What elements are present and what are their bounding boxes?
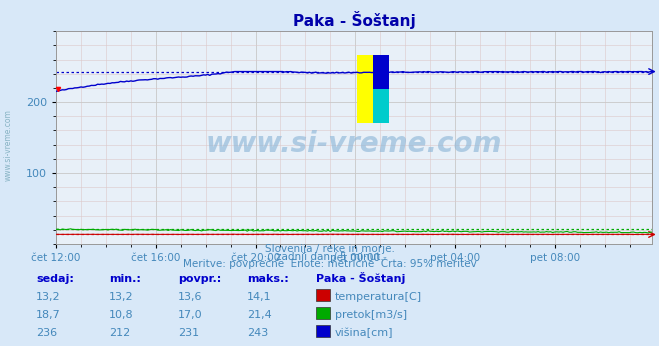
Text: povpr.:: povpr.: (178, 274, 221, 284)
Text: 236: 236 (36, 328, 57, 338)
Title: Paka - Šoštanj: Paka - Šoštanj (293, 11, 416, 29)
Text: 21,4: 21,4 (247, 310, 272, 320)
Text: www.si-vreme.com: www.si-vreme.com (206, 130, 502, 158)
Text: Slovenija / reke in morje.: Slovenija / reke in morje. (264, 244, 395, 254)
FancyBboxPatch shape (357, 55, 389, 122)
Text: www.si-vreme.com: www.si-vreme.com (4, 109, 13, 181)
FancyBboxPatch shape (373, 89, 389, 122)
Text: Meritve: povprečne  Enote: metrične  Črta: 95% meritev: Meritve: povprečne Enote: metrične Črta:… (183, 257, 476, 269)
Text: zadnji dan / 5 minut.: zadnji dan / 5 minut. (275, 252, 384, 262)
Text: 231: 231 (178, 328, 199, 338)
Text: 13,2: 13,2 (109, 292, 133, 302)
Text: višina[cm]: višina[cm] (335, 328, 393, 338)
Text: 18,7: 18,7 (36, 310, 61, 320)
Text: pretok[m3/s]: pretok[m3/s] (335, 310, 407, 320)
Text: 13,6: 13,6 (178, 292, 202, 302)
Text: min.:: min.: (109, 274, 140, 284)
Text: 212: 212 (109, 328, 130, 338)
Text: 243: 243 (247, 328, 268, 338)
Text: maks.:: maks.: (247, 274, 289, 284)
Text: 10,8: 10,8 (109, 310, 133, 320)
Text: 17,0: 17,0 (178, 310, 202, 320)
Text: 13,2: 13,2 (36, 292, 61, 302)
Text: temperatura[C]: temperatura[C] (335, 292, 422, 302)
Text: sedaj:: sedaj: (36, 274, 74, 284)
Text: Paka - Šoštanj: Paka - Šoštanj (316, 272, 406, 284)
FancyBboxPatch shape (373, 55, 389, 89)
Text: 14,1: 14,1 (247, 292, 272, 302)
